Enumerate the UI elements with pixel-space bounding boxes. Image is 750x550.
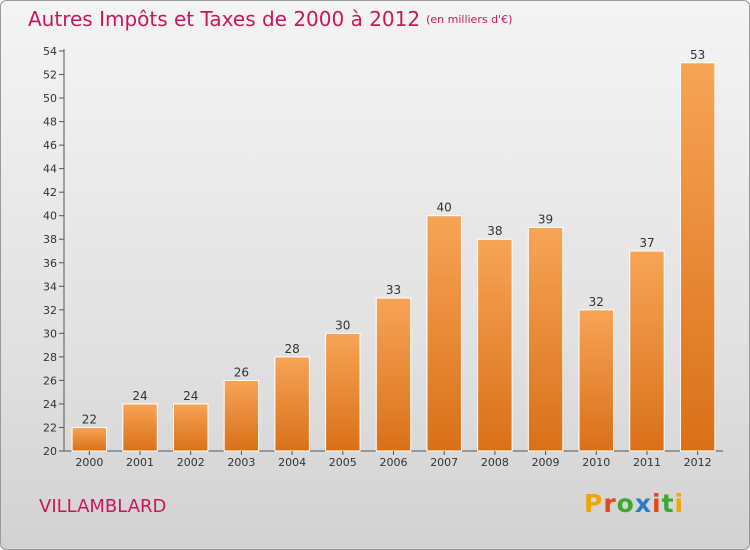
x-tick-label-2007: 2007 [430,456,458,469]
x-tick-label-2010: 2010 [582,456,610,469]
y-tick-label: 26 [43,374,57,387]
value-label-2001: 24 [132,389,147,403]
x-tick-label-2006: 2006 [380,456,408,469]
bar-2009 [527,226,564,452]
x-tick-label-2004: 2004 [278,456,306,469]
value-label-2002: 24 [183,389,198,403]
y-tick-label: 28 [43,351,57,364]
chart-title: Autres Impôts et Taxes de 2000 à 2012 (en… [28,7,512,31]
x-tick-label-2011: 2011 [633,456,661,469]
logo-letter: i [652,489,662,518]
bar-2010 [578,309,615,452]
value-label-2009: 39 [538,212,553,226]
y-tick-label: 22 [43,421,57,434]
value-label-2007: 40 [437,201,452,215]
y-tick-label: 20 [43,445,57,458]
bar-2008 [477,238,513,452]
value-label-2010: 32 [589,295,604,309]
bar-2004 [274,356,310,452]
y-tick-label: 38 [43,233,57,246]
y-tick-label: 32 [43,304,57,317]
y-tick-label: 48 [43,116,57,129]
value-label-2000: 22 [82,412,97,426]
bar-2003 [223,379,260,452]
y-tick-label: 42 [43,186,57,199]
value-label-2004: 28 [284,342,299,356]
y-tick-label: 40 [43,210,57,223]
bar-2001 [122,403,158,452]
value-label-2008: 38 [487,224,502,238]
y-tick-label: 30 [43,327,57,340]
bar-2002 [172,403,209,452]
x-tick-label-2003: 2003 [227,456,255,469]
x-tick-label-2009: 2009 [532,456,560,469]
y-tick-label: 52 [43,69,57,82]
chart-subtitle: (en milliers d'€) [426,13,513,26]
logo-letter: x [634,489,652,518]
x-tick-label-2001: 2001 [126,456,154,469]
value-label-2012: 53 [690,48,705,62]
value-label-2006: 33 [386,283,401,297]
logo-letter: P [584,489,604,518]
proxiti-logo: Proxiti [584,489,684,518]
y-tick-label: 50 [43,92,57,105]
y-tick-label: 34 [43,280,57,293]
y-tick-label: 44 [43,163,57,176]
x-tick-label-2008: 2008 [481,456,509,469]
x-tick-label-2005: 2005 [329,456,357,469]
bar-2012 [679,62,716,452]
logo-letter: r [603,489,617,518]
value-label-2005: 30 [335,318,350,332]
logo-letter: o [616,489,635,518]
x-tick-label-2000: 2000 [75,456,103,469]
value-label-2003: 26 [234,365,249,379]
y-tick-label: 24 [43,398,57,411]
logo-letter: i [674,489,685,518]
y-tick-label: 36 [43,257,57,270]
y-tick-label: 54 [43,45,57,58]
bar-2000 [71,426,108,452]
bar-2006 [375,297,412,452]
place-name: VILLAMBLARD [39,496,167,517]
bar-2011 [629,250,665,452]
x-tick-label-2012: 2012 [684,456,712,469]
logo-letter: t [661,489,675,518]
x-tick-label-2002: 2002 [177,456,205,469]
bar-2007 [426,215,462,452]
y-tick-label: 46 [43,139,57,152]
bar-2005 [325,332,361,452]
value-label-2011: 37 [639,236,654,250]
chart-title-text: Autres Impôts et Taxes de 2000 à 2012 [28,7,421,31]
